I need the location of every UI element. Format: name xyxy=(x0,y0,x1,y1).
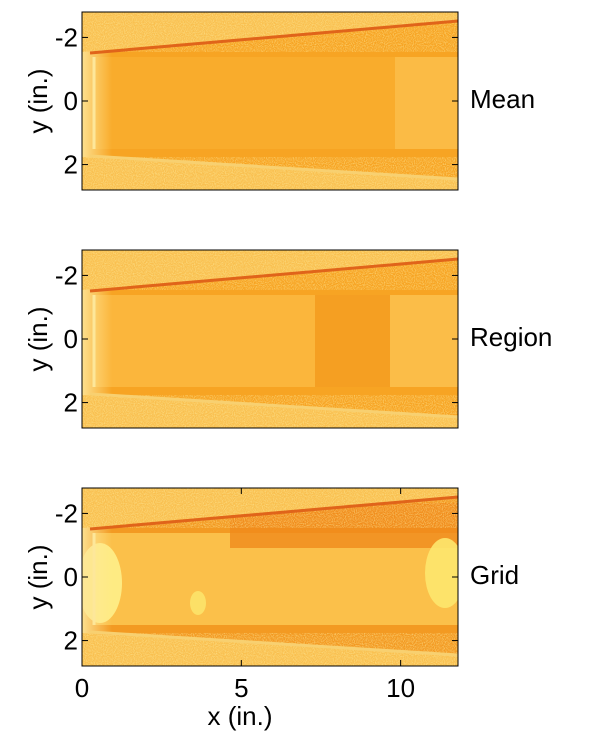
heatmap xyxy=(82,250,458,428)
heat-bright xyxy=(190,591,206,615)
lower-wedge-speck xyxy=(82,157,458,190)
panel-label: Grid xyxy=(470,560,519,590)
shock-line xyxy=(89,19,458,55)
y-tick-label: -2 xyxy=(55,260,78,290)
x-tick-label: 5 xyxy=(234,673,248,703)
lower-wedge-speck xyxy=(82,633,458,666)
shock-line xyxy=(89,154,458,181)
shock-line xyxy=(89,630,458,657)
x-tick-label: 0 xyxy=(75,673,89,703)
heat-bright xyxy=(425,538,458,608)
lower-wedge-speck xyxy=(82,395,458,428)
y-axis-label: y (in.) xyxy=(23,545,53,610)
heat-region xyxy=(390,295,458,387)
y-axis-label: y (in.) xyxy=(23,307,53,372)
heatmap xyxy=(82,488,458,666)
y-axis-label: y (in.) xyxy=(23,69,53,134)
panel-label: Mean xyxy=(470,84,535,114)
y-tick-label: 0 xyxy=(64,86,78,116)
upper-wedge-speck xyxy=(82,488,458,528)
x-tick-label: 10 xyxy=(386,673,415,703)
upper-wedge-speck xyxy=(82,250,458,290)
shock-line xyxy=(89,495,458,531)
heat-region xyxy=(94,295,315,387)
y-tick-label: -2 xyxy=(55,498,78,528)
y-tick-label: 2 xyxy=(64,625,78,655)
y-tick-label: -2 xyxy=(55,22,78,52)
heat-region xyxy=(395,57,458,149)
heat-region xyxy=(94,533,458,625)
y-tick-label: 2 xyxy=(64,149,78,179)
panel-label: Region xyxy=(470,322,552,352)
heatmap xyxy=(82,12,458,190)
upper-wedge-speck xyxy=(82,12,458,52)
y-tick-label: 2 xyxy=(64,387,78,417)
shock-line xyxy=(89,257,458,293)
x-axis-label: x (in.) xyxy=(208,701,273,731)
heat-region xyxy=(94,57,395,149)
y-tick-label: 0 xyxy=(64,562,78,592)
y-tick-label: 0 xyxy=(64,324,78,354)
shock-line xyxy=(89,392,458,419)
heat-region xyxy=(315,295,390,387)
